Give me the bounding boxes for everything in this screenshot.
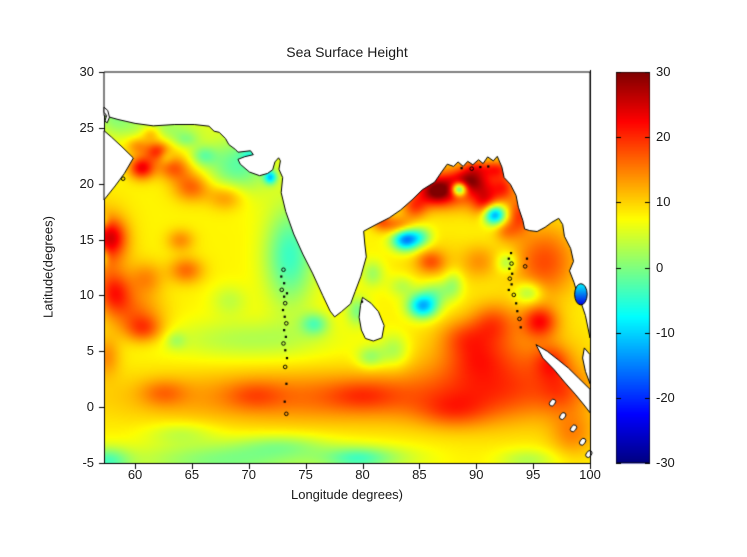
y-tick-label-30: 30 bbox=[79, 64, 94, 79]
x-axis-label: Longitude degrees) bbox=[290, 487, 404, 502]
colorbar-tick-label-10: 10 bbox=[656, 194, 671, 210]
x-tick-label-70: 70 bbox=[241, 467, 257, 482]
colorbar-tick-label--10: -10 bbox=[656, 324, 675, 340]
colorbar-tick-label--20: -20 bbox=[656, 389, 675, 405]
colorbar-tick-label--30: -30 bbox=[656, 455, 675, 470]
x-tick-label-80: 80 bbox=[355, 467, 370, 482]
y-tick-label-5: 5 bbox=[86, 343, 94, 359]
y-tick-label-15: 15 bbox=[79, 231, 94, 247]
x-tick-label-90: 90 bbox=[469, 467, 484, 482]
x-tick-label-75: 75 bbox=[298, 467, 313, 482]
colorbar-tick-label-0: 0 bbox=[656, 259, 664, 275]
x-tick-label-60: 60 bbox=[127, 467, 143, 482]
x-tick-label-65: 65 bbox=[184, 467, 200, 482]
y-tick-label--5: -5 bbox=[82, 455, 94, 470]
y-tick-label-0: 0 bbox=[86, 399, 94, 415]
x-tick-label-95: 95 bbox=[525, 467, 541, 482]
y-tick-label-25: 25 bbox=[79, 119, 94, 135]
y-tick-label-20: 20 bbox=[79, 175, 94, 191]
colorbar-tick-label-20: 20 bbox=[656, 129, 671, 145]
x-tick-label-100: 100 bbox=[579, 467, 601, 482]
y-tick-label-10: 10 bbox=[79, 287, 94, 303]
chart-title: Sea Surface Height bbox=[286, 44, 408, 60]
colorbar-tick-label-30: 30 bbox=[656, 64, 671, 79]
x-tick-label-85: 85 bbox=[412, 467, 427, 482]
